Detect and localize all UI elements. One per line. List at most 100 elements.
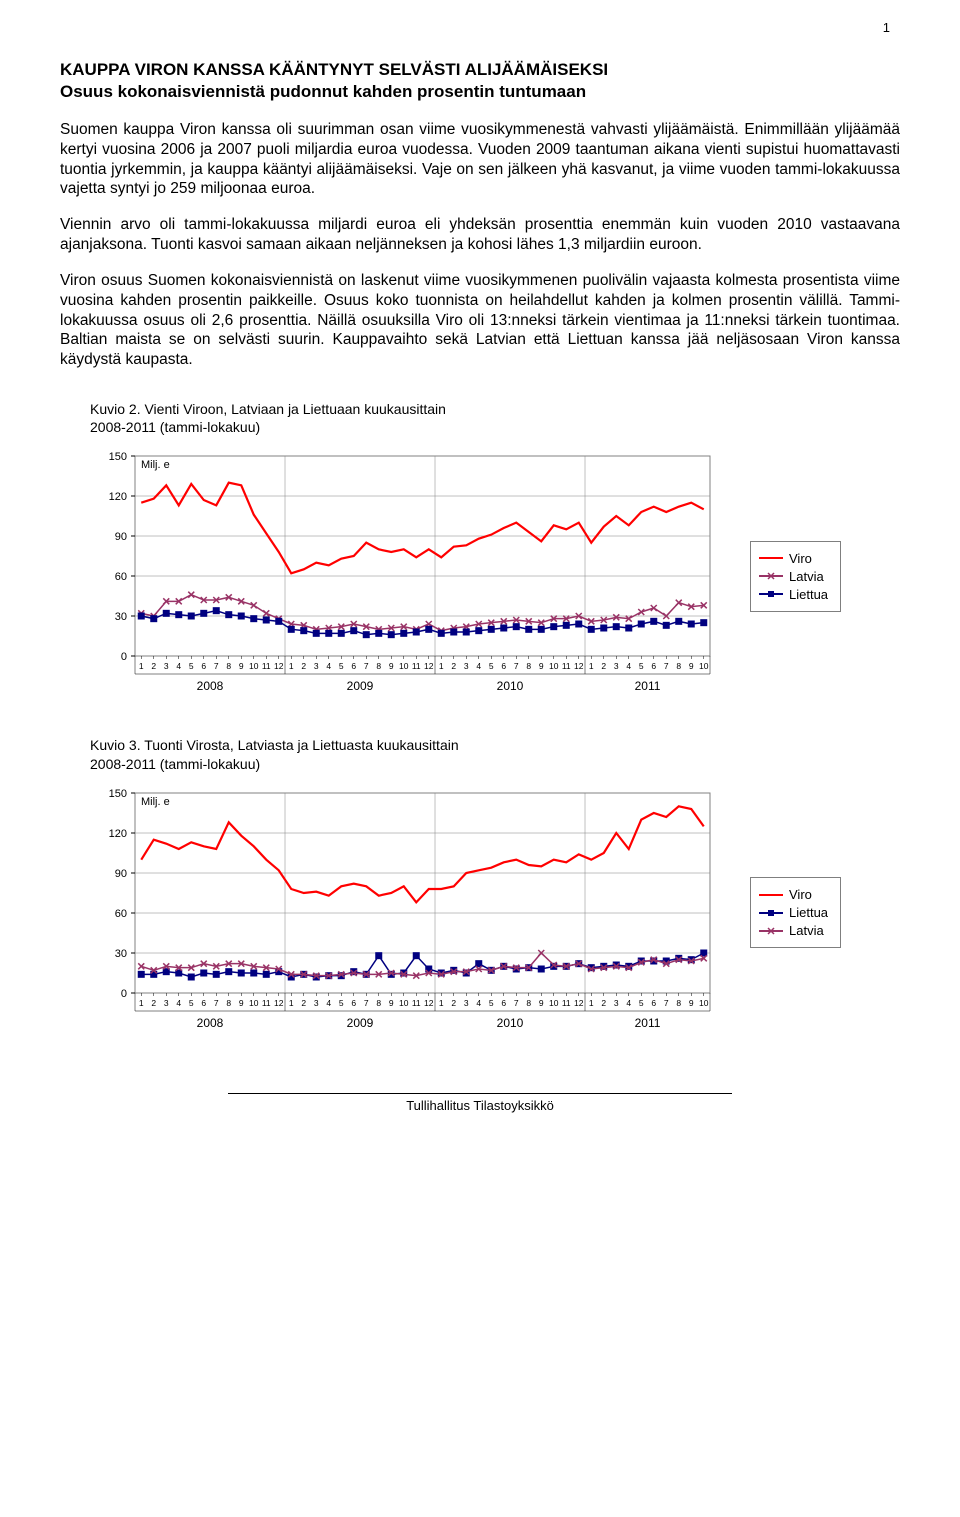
svg-text:8: 8 <box>376 998 381 1008</box>
svg-text:5: 5 <box>489 661 494 671</box>
svg-text:2: 2 <box>301 998 306 1008</box>
svg-text:6: 6 <box>651 661 656 671</box>
svg-text:9: 9 <box>239 661 244 671</box>
svg-text:10: 10 <box>249 998 259 1008</box>
svg-text:2: 2 <box>601 998 606 1008</box>
svg-text:3: 3 <box>164 998 169 1008</box>
svg-text:1: 1 <box>439 998 444 1008</box>
svg-text:11: 11 <box>412 998 421 1008</box>
svg-text:5: 5 <box>189 998 194 1008</box>
page-number: 1 <box>883 20 890 35</box>
svg-text:Milj. e: Milj. e <box>141 796 170 808</box>
page-footer: Tullihallitus Tilastoyksikkö <box>228 1093 732 1113</box>
svg-text:12: 12 <box>424 661 434 671</box>
svg-text:120: 120 <box>109 491 127 503</box>
svg-text:60: 60 <box>115 571 127 583</box>
chart-title-line1: Kuvio 3. Tuonti Virosta, Latviasta ja Li… <box>90 737 459 753</box>
svg-text:2: 2 <box>151 998 156 1008</box>
chart-title: Kuvio 3. Tuonti Virosta, Latviasta ja Li… <box>90 736 900 772</box>
svg-text:12: 12 <box>274 661 284 671</box>
svg-text:1: 1 <box>289 998 294 1008</box>
svg-text:6: 6 <box>651 998 656 1008</box>
svg-text:8: 8 <box>226 998 231 1008</box>
svg-text:4: 4 <box>476 661 481 671</box>
svg-text:10: 10 <box>549 661 559 671</box>
svg-text:11: 11 <box>562 661 571 671</box>
svg-text:7: 7 <box>214 661 219 671</box>
svg-text:5: 5 <box>639 661 644 671</box>
chart-legend: ViroLiettuaLatvia <box>750 877 841 948</box>
svg-text:11: 11 <box>262 661 271 671</box>
svg-text:2008: 2008 <box>197 1016 224 1030</box>
svg-text:4: 4 <box>626 661 631 671</box>
svg-text:7: 7 <box>664 998 669 1008</box>
chart-import: Kuvio 3. Tuonti Virosta, Latviasta ja Li… <box>90 736 900 1042</box>
svg-text:7: 7 <box>514 661 519 671</box>
svg-text:5: 5 <box>339 998 344 1008</box>
body-paragraph: Viron osuus Suomen kokonaisviennistä on … <box>60 271 900 370</box>
chart-canvas: 0306090120150Milj. e12345678910111220081… <box>90 446 720 706</box>
svg-text:6: 6 <box>351 661 356 671</box>
svg-text:9: 9 <box>539 998 544 1008</box>
legend-item: Viro <box>759 887 828 902</box>
svg-text:10: 10 <box>399 998 409 1008</box>
svg-text:0: 0 <box>121 651 127 663</box>
svg-text:2011: 2011 <box>635 679 661 693</box>
svg-text:6: 6 <box>201 998 206 1008</box>
svg-text:10: 10 <box>699 661 709 671</box>
svg-text:4: 4 <box>476 998 481 1008</box>
svg-text:11: 11 <box>562 998 571 1008</box>
svg-text:4: 4 <box>326 998 331 1008</box>
svg-text:2009: 2009 <box>347 1016 374 1030</box>
svg-text:3: 3 <box>164 661 169 671</box>
legend-item: Latvia <box>759 569 828 584</box>
svg-text:30: 30 <box>115 948 127 960</box>
svg-text:9: 9 <box>389 661 394 671</box>
svg-text:9: 9 <box>689 661 694 671</box>
svg-text:4: 4 <box>626 998 631 1008</box>
svg-text:9: 9 <box>239 998 244 1008</box>
svg-text:9: 9 <box>389 998 394 1008</box>
svg-text:3: 3 <box>314 998 319 1008</box>
svg-text:6: 6 <box>501 661 506 671</box>
svg-text:1: 1 <box>439 661 444 671</box>
svg-text:10: 10 <box>249 661 259 671</box>
body-paragraph: Viennin arvo oli tammi-lokakuussa miljar… <box>60 215 900 255</box>
svg-text:2: 2 <box>601 661 606 671</box>
svg-text:7: 7 <box>364 661 369 671</box>
svg-text:8: 8 <box>526 998 531 1008</box>
chart-title-line1: Kuvio 2. Vienti Viroon, Latviaan ja Liet… <box>90 401 446 417</box>
svg-text:150: 150 <box>109 451 127 463</box>
svg-text:3: 3 <box>314 661 319 671</box>
body-paragraph: Suomen kauppa Viron kanssa oli suurimman… <box>60 120 900 199</box>
svg-text:2009: 2009 <box>347 679 374 693</box>
svg-text:4: 4 <box>176 998 181 1008</box>
svg-text:8: 8 <box>676 998 681 1008</box>
legend-item: Viro <box>759 551 828 566</box>
svg-text:5: 5 <box>339 661 344 671</box>
svg-text:10: 10 <box>699 998 709 1008</box>
svg-text:1: 1 <box>589 998 594 1008</box>
svg-text:Milj. e: Milj. e <box>141 459 170 471</box>
svg-text:8: 8 <box>676 661 681 671</box>
svg-text:8: 8 <box>526 661 531 671</box>
svg-text:150: 150 <box>109 788 127 800</box>
chart-export: Kuvio 2. Vienti Viroon, Latviaan ja Liet… <box>90 400 900 706</box>
svg-text:12: 12 <box>274 998 284 1008</box>
svg-text:7: 7 <box>364 998 369 1008</box>
chart-canvas: 0306090120150Milj. e12345678910111220081… <box>90 783 720 1043</box>
svg-text:1: 1 <box>139 998 144 1008</box>
svg-text:90: 90 <box>115 868 127 880</box>
svg-text:6: 6 <box>351 998 356 1008</box>
svg-text:2008: 2008 <box>197 679 224 693</box>
svg-text:11: 11 <box>262 998 271 1008</box>
chart-legend: Viro Latvia Liettua <box>750 541 841 612</box>
svg-text:6: 6 <box>501 998 506 1008</box>
svg-text:2010: 2010 <box>497 1016 524 1030</box>
legend-item: Liettua <box>759 587 828 602</box>
svg-text:6: 6 <box>201 661 206 671</box>
svg-text:12: 12 <box>424 998 434 1008</box>
svg-text:2: 2 <box>301 661 306 671</box>
svg-text:12: 12 <box>574 661 584 671</box>
svg-text:3: 3 <box>464 661 469 671</box>
